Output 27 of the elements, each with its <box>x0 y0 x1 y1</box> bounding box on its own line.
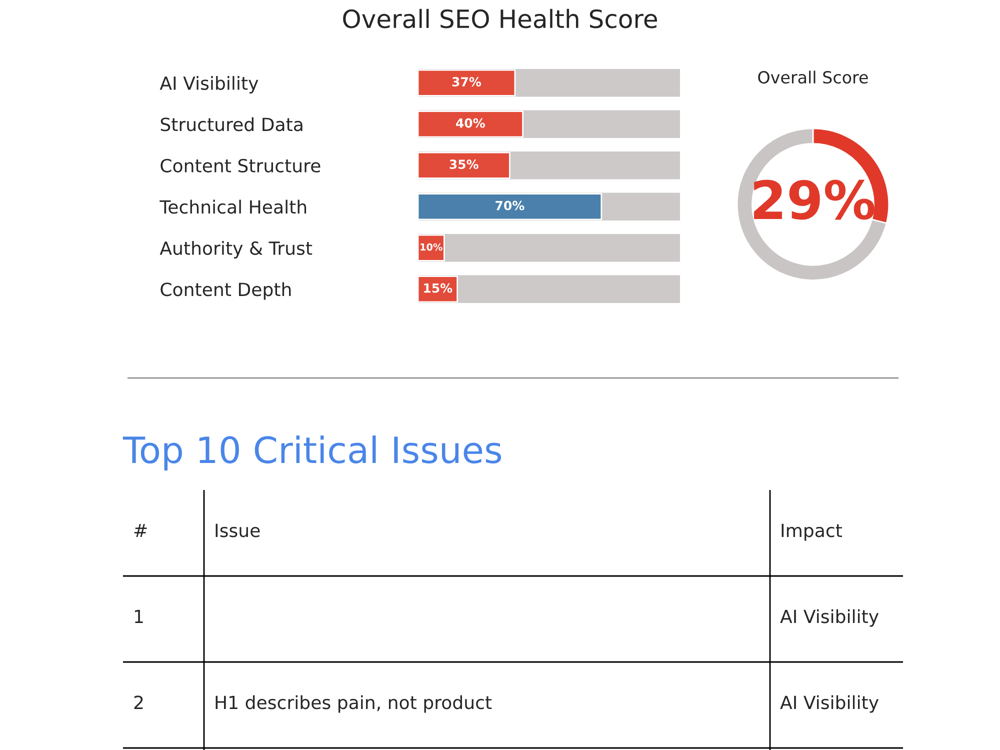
y-tick-label: Content Structure <box>160 158 320 172</box>
text: # <box>134 524 147 537</box>
text: Impact <box>782 524 842 541</box>
chart-title: Overall SEO Health Score <box>343 8 657 28</box>
y-tick-label: Structured Data <box>160 117 302 132</box>
donut-slice <box>736 128 888 281</box>
text: AI Visibility <box>780 609 879 627</box>
text: H1 describes pain, not product <box>216 695 492 713</box>
text: Top 10 Critical Issues <box>122 436 502 470</box>
data-label: 37% <box>452 77 482 86</box>
data-label: 10% <box>420 243 442 251</box>
bar <box>418 276 458 303</box>
y-tick-label: Technical Health <box>160 200 306 214</box>
data-label: 40% <box>456 118 485 128</box>
bar <box>418 234 445 262</box>
text: 2 <box>134 696 143 709</box>
text: AI Visibility <box>780 695 879 713</box>
data-label: 35% <box>450 160 478 169</box>
data-label: 15% <box>424 283 452 293</box>
data-label: 29% <box>754 180 874 220</box>
data-label: 70% <box>496 200 524 210</box>
text: Issue <box>216 524 260 538</box>
chart-title: Overall Score <box>758 70 868 84</box>
y-tick-label: AI Visibility <box>160 76 258 94</box>
y-tick-label: Authority & Trust <box>160 241 312 258</box>
text: 1 <box>134 610 143 623</box>
y-tick-label: Content Depth <box>160 282 291 300</box>
